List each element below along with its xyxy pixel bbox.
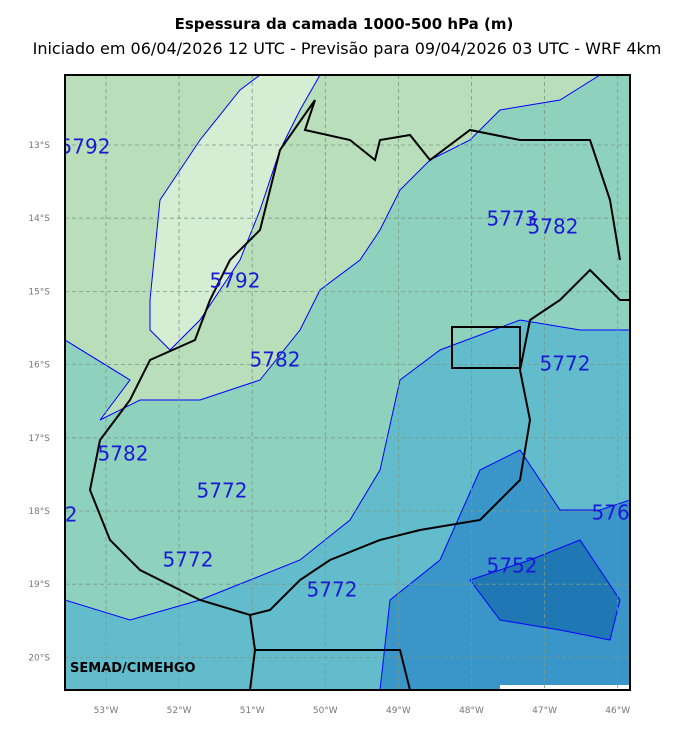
contour-label: 5792 xyxy=(60,135,111,159)
grid xyxy=(65,75,630,690)
axis-labels: 13°S 14°S 15°S 16°S 17°S 18°S 19°S 20°S 53°W 52°W… xyxy=(28,141,630,716)
state-border xyxy=(88,99,630,617)
contour-label: 5762 xyxy=(592,501,643,525)
region xyxy=(500,685,630,690)
contour-label: 5782 xyxy=(250,348,301,372)
state-border xyxy=(255,649,411,690)
credit: SEMAD/CIMEHGO xyxy=(70,661,196,676)
contour-label: 5772 xyxy=(197,479,248,503)
lat-label: 17°S xyxy=(28,434,50,444)
lat-label: 13°S xyxy=(28,141,50,151)
lat-label: 15°S xyxy=(28,287,50,297)
contour-label: 5792 xyxy=(15,111,66,135)
lat-label: 20°S xyxy=(28,653,50,663)
region xyxy=(149,75,321,351)
state-border xyxy=(303,99,621,261)
lat-label: 14°S xyxy=(28,214,50,224)
lon-label: 53°W xyxy=(94,706,119,716)
title: Espessura da camada 1000-500 hPa (m) xyxy=(175,15,514,33)
subtitle: Iniciado em 06/04/2026 12 UTC - Previsão… xyxy=(33,39,662,58)
lon-label: 52°W xyxy=(167,706,192,716)
contour-label: 5782 xyxy=(98,442,149,466)
lon-label: 47°W xyxy=(532,706,557,716)
lat-label: 18°S xyxy=(28,507,50,517)
map-frame xyxy=(64,74,631,691)
lon-label: 46°W xyxy=(605,706,630,716)
lon-label: 49°W xyxy=(386,706,411,716)
lat-label: 16°S xyxy=(28,361,50,371)
contour-label: 5772 xyxy=(307,578,358,602)
contour-label: 5773 xyxy=(487,207,538,231)
df-border xyxy=(451,326,521,369)
contour-label: 5772 xyxy=(163,548,214,572)
lon-label: 51°W xyxy=(240,706,265,716)
contour-label: 5782 xyxy=(27,503,78,527)
contour-label: 5752 xyxy=(487,554,538,578)
contour-label: 5772 xyxy=(540,352,591,376)
contour-label: 5792 xyxy=(210,269,261,293)
lon-label: 50°W xyxy=(313,706,338,716)
region xyxy=(469,539,621,641)
contour-label: 5782 xyxy=(528,215,579,239)
lat-label: 19°S xyxy=(28,580,50,590)
lon-label: 48°W xyxy=(459,706,484,716)
